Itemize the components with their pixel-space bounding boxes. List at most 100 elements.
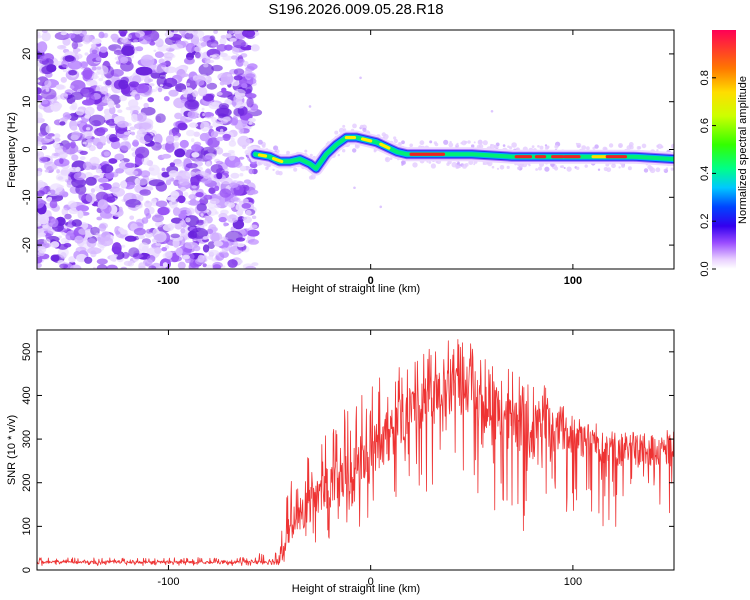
spectrogram-ylabel: Frequency (Hz) <box>6 112 18 188</box>
noise-speckle <box>236 243 245 248</box>
track-halo-speckle <box>636 146 641 150</box>
spectrogram-ytick-label: -20 <box>21 237 33 253</box>
noise-speckle <box>86 79 96 87</box>
noise-speckle <box>75 166 81 172</box>
snr-xlabel: Height of straight line (km) <box>292 583 420 595</box>
noise-speckle <box>212 264 222 269</box>
noise-speckle <box>154 247 162 254</box>
noise-speckle <box>101 164 114 174</box>
noise-speckle <box>129 126 136 131</box>
noise-speckle <box>128 81 140 88</box>
noise-speckle <box>64 55 75 62</box>
noise-speckle <box>143 102 149 108</box>
track-halo-speckle <box>265 166 269 171</box>
track-halo-speckle <box>586 146 590 151</box>
noise-speckle <box>184 99 200 110</box>
noise-speckle <box>229 182 239 188</box>
noise-speckle <box>248 168 255 175</box>
noise-speckle <box>208 187 216 195</box>
track-halo-speckle <box>663 168 666 171</box>
noise-speckle <box>213 30 218 34</box>
noise-speckle <box>62 69 68 73</box>
track-halo-speckle <box>546 145 550 149</box>
track-halo-speckle <box>342 149 346 153</box>
noise-speckle <box>84 139 92 148</box>
track-halo-speckle <box>575 142 578 145</box>
noise-speckle <box>37 170 42 177</box>
noise-speckle <box>232 39 246 49</box>
noise-speckle <box>163 66 177 74</box>
noise-speckle <box>56 169 60 174</box>
noise-speckle <box>133 227 146 236</box>
noise-speckle <box>119 116 125 119</box>
track-halo-speckle <box>537 145 540 148</box>
noise-speckle <box>242 198 249 204</box>
noise-speckle <box>96 264 108 269</box>
track-halo-speckle <box>267 164 271 168</box>
noise-speckle <box>119 95 127 102</box>
noise-speckle <box>202 236 209 240</box>
noise-speckle <box>137 112 147 122</box>
noise-speckle <box>200 213 204 217</box>
noise-speckle <box>220 72 234 85</box>
noise-speckle <box>120 266 128 269</box>
noise-speckle <box>97 177 109 183</box>
noise-speckle <box>216 136 224 142</box>
track-halo-speckle <box>563 167 566 169</box>
noise-speckle <box>85 192 97 203</box>
noise-speckle <box>200 42 207 47</box>
noise-speckle <box>68 69 77 76</box>
noise-speckle <box>55 173 69 182</box>
noise-speckle <box>200 121 210 132</box>
noise-speckle <box>233 75 243 81</box>
track-halo-speckle <box>539 145 544 150</box>
track-halo-speckle <box>262 144 266 148</box>
track-halo-speckle <box>603 166 608 172</box>
track-halo-speckle <box>273 145 279 151</box>
noise-speckle <box>71 41 79 50</box>
noise-speckle <box>39 55 47 61</box>
track-halo-speckle <box>383 133 389 140</box>
noise-speckle <box>115 103 121 109</box>
noise-speckle <box>38 132 46 137</box>
noise-speckle <box>49 200 58 209</box>
track-halo-speckle <box>430 163 436 169</box>
noise-speckle <box>86 94 95 104</box>
noise-speckle <box>245 265 257 269</box>
noise-speckle <box>175 161 184 167</box>
noise-speckle <box>223 222 228 227</box>
noise-speckle <box>82 130 93 139</box>
noise-speckle <box>174 148 186 158</box>
noise-speckle <box>118 227 124 232</box>
noise-speckle <box>37 190 45 197</box>
track-halo-speckle <box>647 164 652 170</box>
noise-speckle <box>189 230 195 238</box>
track-halo-speckle <box>455 165 460 169</box>
noise-speckle <box>146 228 152 234</box>
noise-speckle <box>157 206 170 216</box>
noise-speckle <box>247 126 252 129</box>
noise-speckle <box>57 247 69 258</box>
noise-speckle <box>128 99 139 108</box>
track-halo-speckle <box>482 140 488 146</box>
noise-speckle <box>177 261 186 269</box>
noise-speckle <box>201 107 205 111</box>
track-halo-speckle <box>491 165 495 169</box>
noise-speckle <box>196 219 204 226</box>
noise-speckle <box>37 222 42 227</box>
noise-speckle <box>226 214 239 223</box>
track-halo-speckle <box>597 168 601 171</box>
noise-speckle <box>135 146 150 159</box>
noise-speckle <box>84 106 95 116</box>
noise-speckle <box>179 220 184 226</box>
noise-speckle <box>57 45 67 50</box>
noise-speckle <box>205 264 214 269</box>
track-halo-speckle <box>471 144 475 148</box>
noise-speckle <box>251 215 257 220</box>
noise-speckle <box>207 137 220 148</box>
noise-speckle <box>209 54 217 58</box>
noise-speckle <box>238 156 245 160</box>
noise-speckle <box>72 30 83 35</box>
